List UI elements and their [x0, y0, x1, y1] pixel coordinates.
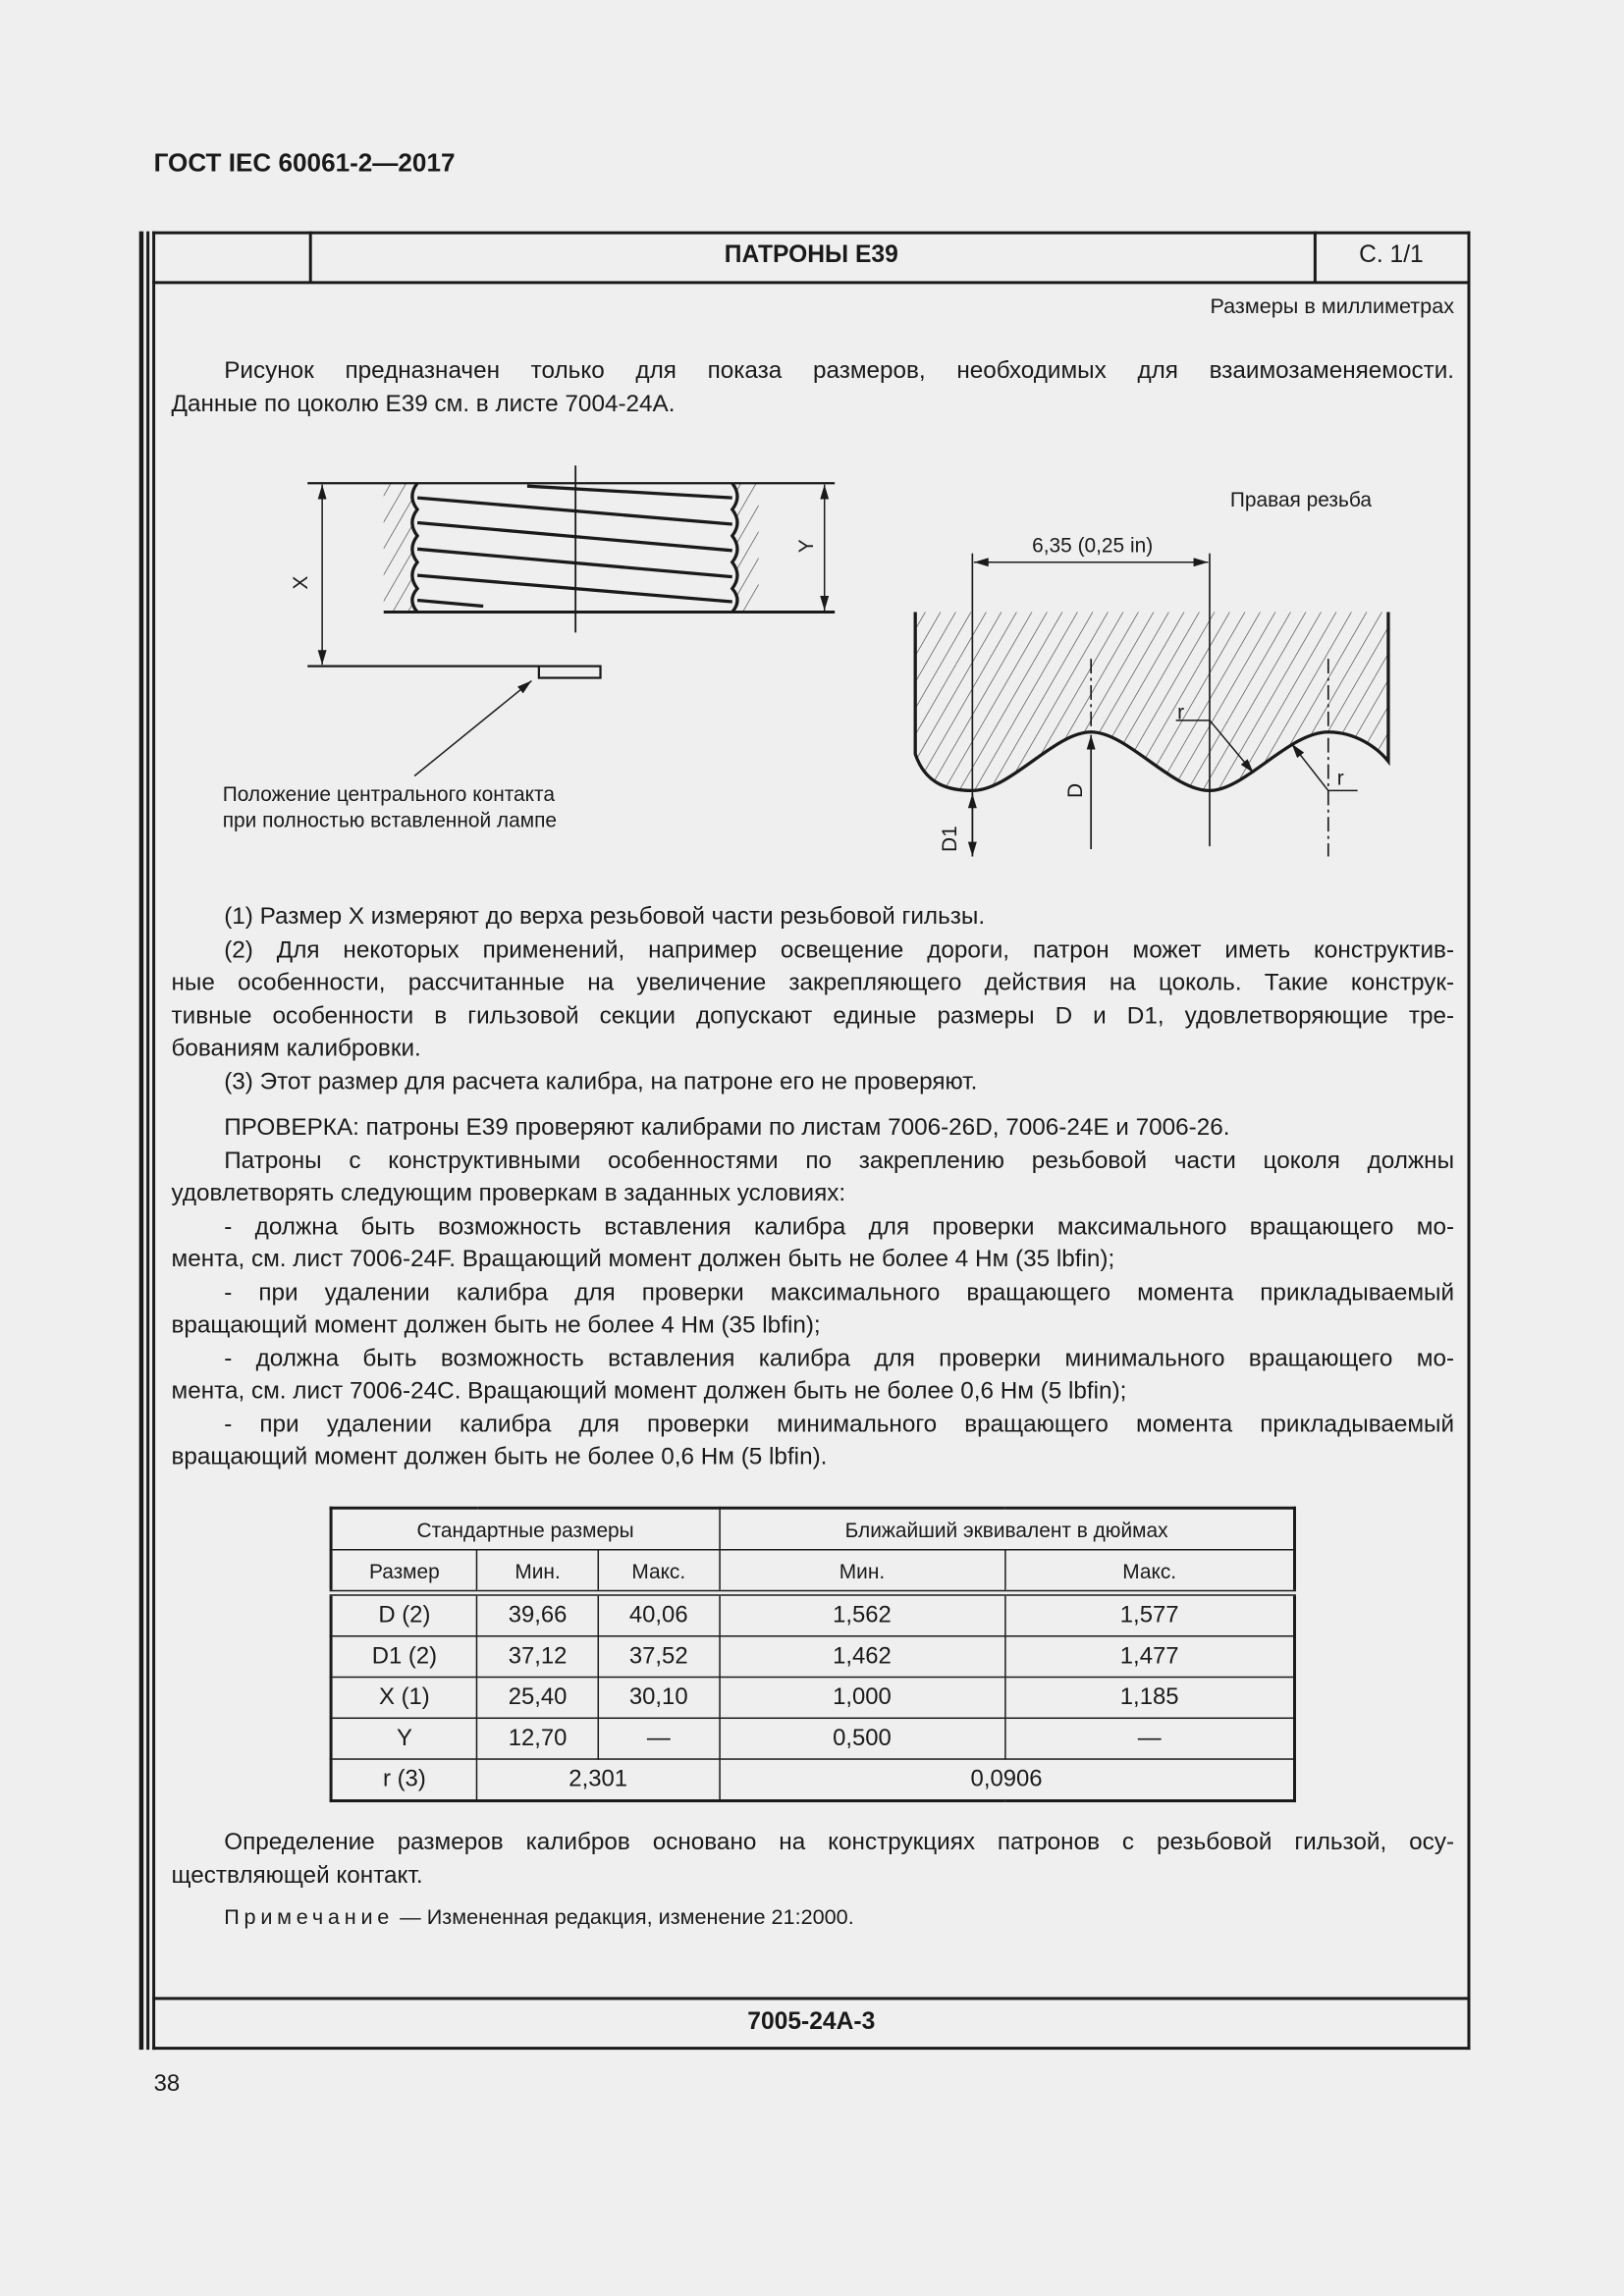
label-r: r [1337, 767, 1344, 789]
intro-paragraph: Рисунок предназначен только для показа р… [172, 354, 1455, 420]
table-row: D (2) 39,66 40,06 1,562 1,577 [330, 1592, 1296, 1637]
cell: 2,301 [476, 1758, 721, 1802]
note-text: — Измененная редакция, изменение 21:2000… [394, 1905, 854, 1930]
text-line: Данные по цоколю E39 см. в листе 7004-24… [171, 390, 676, 417]
text-line: Определение размеров калибров основано н… [224, 1828, 1455, 1855]
notes: (1) Размер X измеряют до верха резьбовой… [172, 900, 1455, 1097]
frame-right [1467, 231, 1470, 2051]
cell: Y [330, 1717, 478, 1760]
thread-section-drawing: X Y Положение центрального контакта при … [223, 465, 836, 832]
frame-bottom [152, 2047, 1471, 2051]
note: Примечание — Измененная редакция, измене… [224, 1906, 854, 1930]
cell: r (3) [330, 1758, 478, 1802]
text-line: удовлетворять следующим проверкам в зада… [171, 1180, 846, 1206]
thread-direction-label: Правая резьба [1230, 489, 1372, 511]
table-row: D1 (2) 37,12 37,52 1,462 1,477 [330, 1635, 1296, 1679]
cell: — [1003, 1717, 1296, 1760]
cell: 39,66 [476, 1592, 599, 1637]
table-row: r (3) 2,301 0,0906 [330, 1758, 1296, 1802]
sheet-page: С. 1/1 [1359, 241, 1424, 268]
text-line: - должна быть возможность вставления кал… [224, 1344, 1455, 1371]
note-label: Примечание [224, 1905, 395, 1930]
cell: 1,477 [1003, 1635, 1296, 1679]
sheet-code: 7005-24A-3 [747, 2008, 876, 2036]
label-d: D [1064, 783, 1087, 798]
text-line: (3) Этот размер для расчета калибра, на … [224, 1068, 978, 1095]
text-line: бованиям калибровки. [171, 1035, 421, 1062]
check-section: ПРОВЕРКА: патроны E39 проверяют калибрам… [172, 1111, 1455, 1473]
cell: D1 (2) [330, 1635, 478, 1679]
column-header: Мин. [476, 1549, 599, 1596]
group-header: Ближайший эквивалент в дюймах [718, 1507, 1296, 1551]
dimensions-table: Стандартные размеры Ближайший эквивалент… [329, 1506, 1296, 1803]
text-line: Патроны с конструктивными особенностями … [224, 1147, 1455, 1174]
frame-top [152, 231, 1471, 234]
text-line: ществляющей контакт. [171, 1861, 423, 1889]
column-header: Макс. [597, 1549, 721, 1596]
cell: — [597, 1717, 721, 1760]
text-line: вращающий момент должен быть не более 4 … [171, 1311, 821, 1339]
text-line: ПРОВЕРКА: патроны E39 проверяют калибрам… [224, 1114, 1230, 1141]
header-col-divider [308, 231, 311, 283]
units-note: Размеры в миллиметрах [1210, 295, 1455, 320]
cell: 0,0906 [718, 1758, 1296, 1802]
cell: 1,462 [718, 1635, 1006, 1679]
cell: 37,12 [476, 1635, 599, 1679]
column-header: Мин. [718, 1549, 1006, 1596]
standard-header: ГОСТ IEC 60061-2—2017 [153, 147, 456, 178]
table-row: X (1) 25,40 30,10 1,000 1,185 [330, 1676, 1296, 1720]
cell: 25,40 [476, 1676, 599, 1720]
page-number: 38 [153, 2071, 181, 2097]
text-line: - должна быть возможность вставления кал… [224, 1212, 1455, 1240]
frame-left [152, 231, 155, 2051]
frame-bar [146, 231, 149, 2051]
text-line: мента, см. лист 7006-24F. Вращающий моме… [171, 1246, 1115, 1273]
thread-profile-drawing: Правая резьба 6,35 (0,25 in) D D1 r r [913, 489, 1390, 857]
cell: 1,000 [718, 1676, 1006, 1720]
text-line: (2) Для некоторых применений, например о… [224, 935, 1455, 963]
cell: X (1) [330, 1676, 478, 1720]
pitch-label: 6,35 (0,25 in) [1032, 534, 1153, 557]
table-row: Y 12,70—0,500— [330, 1717, 1296, 1760]
group-header: Стандартные размеры [330, 1507, 721, 1551]
cell: 0,500 [718, 1717, 1006, 1760]
text-line: - при удалении калибра для проверки мини… [224, 1411, 1455, 1437]
footer-divider [152, 1997, 1471, 2000]
sheet-title: ПАТРОНЫ E39 [724, 241, 898, 268]
text-line: тивные особенности в гильзовой секции до… [171, 1001, 1455, 1029]
column-header: Макс. [1003, 1549, 1296, 1596]
text-line: вращающий момент должен быть не более 0,… [171, 1443, 828, 1470]
cell: 30,10 [597, 1676, 721, 1720]
label-y: Y [795, 539, 818, 553]
cell: D (2) [330, 1592, 478, 1637]
text-line: мента, см. лист 7006-24C. Вращающий моме… [171, 1377, 1127, 1405]
text-line: Рисунок предназначен только для показа р… [224, 356, 1455, 384]
contact-caption-line: при полностью вставленной лампе [223, 810, 557, 832]
label-r: r [1177, 701, 1184, 723]
column-header: Размер [330, 1549, 478, 1596]
text-line: ные особенности, рассчитанные на увеличе… [171, 969, 1455, 996]
cell: 12,70 [476, 1717, 599, 1760]
contact-caption-line: Положение центрального контакта [223, 783, 556, 806]
frame-bar [138, 231, 144, 2051]
header-divider [152, 281, 1471, 284]
label-x: X [290, 576, 312, 590]
cell: 40,06 [597, 1592, 721, 1637]
cell: 37,52 [597, 1635, 721, 1679]
text-line: (1) Размер X измеряют до верха резьбовой… [224, 903, 986, 931]
cell: 1,577 [1003, 1592, 1296, 1637]
header-col-divider [1313, 231, 1317, 283]
final-paragraph: Определение размеров калибров основано н… [172, 1826, 1455, 1892]
label-d1: D1 [939, 826, 961, 852]
cell: 1,562 [718, 1592, 1006, 1637]
text-line: - при удалении калибра для проверки макс… [224, 1278, 1455, 1306]
cell: 1,185 [1003, 1676, 1296, 1720]
